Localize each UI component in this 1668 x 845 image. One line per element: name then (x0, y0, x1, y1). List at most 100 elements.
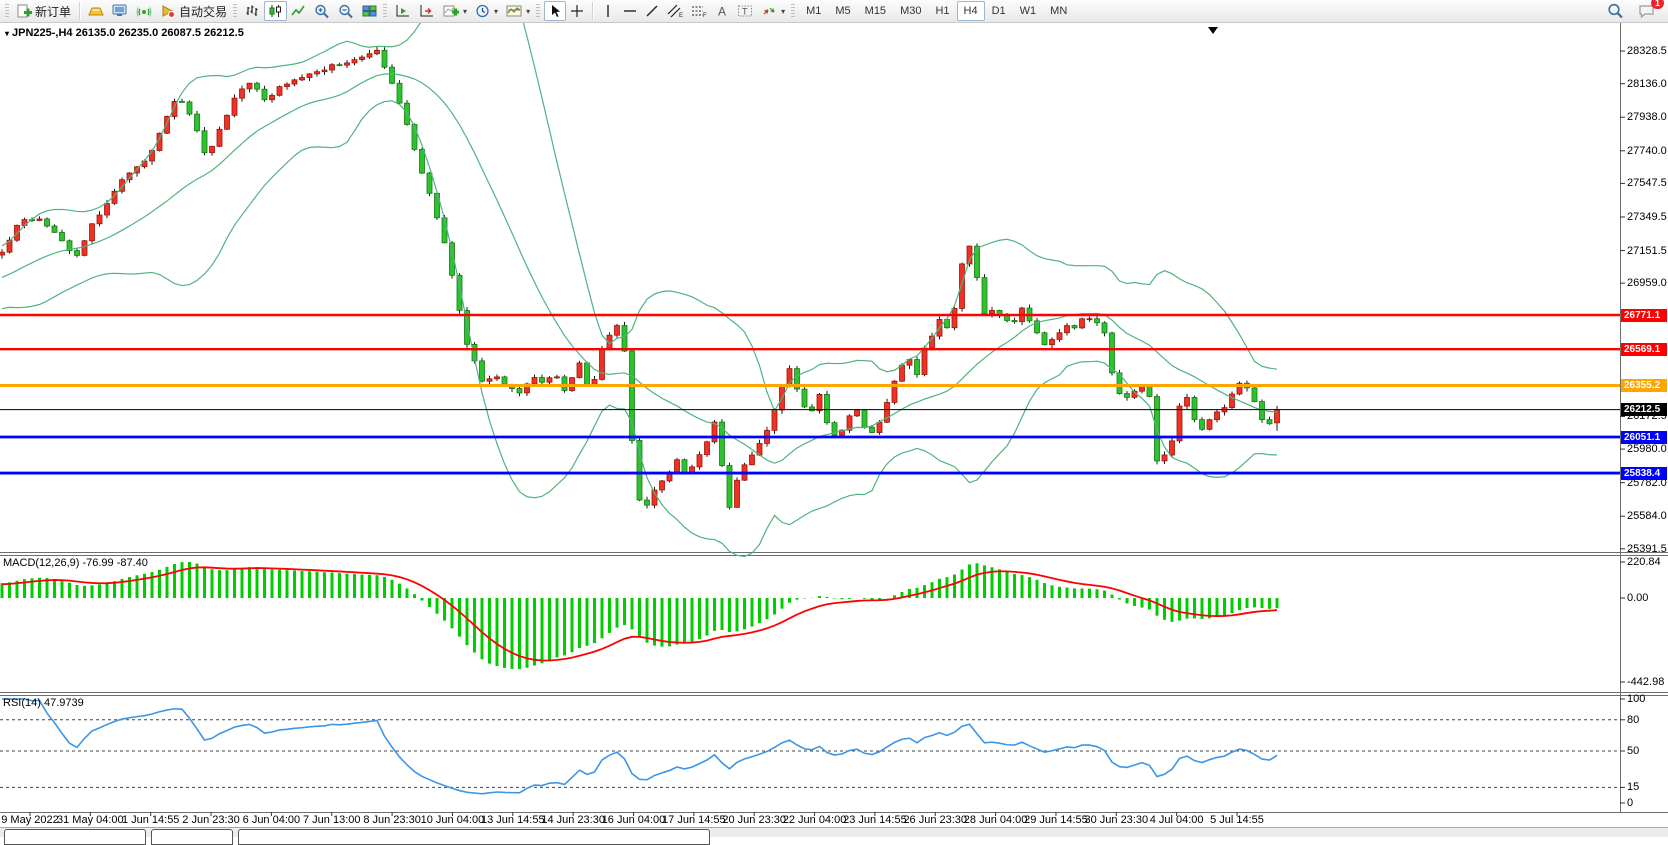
time-tick-label: 1 Jun 14:55 (121, 814, 180, 826)
axis-tick-label: 25391.5 (1627, 542, 1667, 555)
gold-icon (88, 4, 104, 18)
signal-button[interactable] (132, 1, 156, 21)
fibonacci-icon: F (691, 4, 707, 18)
price-level-badge: 26569.1 (1621, 342, 1667, 356)
price-level-badge: 26212.5 (1621, 403, 1667, 417)
time-tick-label: 29 Jun 14:55 (1024, 814, 1088, 826)
fibonacci-button[interactable]: F (687, 1, 711, 21)
market-watch-button[interactable] (84, 1, 108, 21)
indicators-button[interactable]: ▾ (439, 1, 471, 21)
horizontal-line-button[interactable] (619, 1, 641, 21)
search-icon (1607, 3, 1624, 19)
timeframe-h1-button[interactable]: H1 (928, 1, 956, 21)
periods-button[interactable]: ▾ (471, 1, 502, 21)
time-tick-label: 22 Jun 04:00 (782, 814, 847, 826)
tile-windows-button[interactable] (358, 1, 381, 21)
new-order-icon (17, 4, 32, 19)
price-level-badge: 26051.1 (1621, 430, 1667, 444)
chart-shift-marker-icon (1208, 27, 1218, 34)
arrows-button[interactable]: ▾ (757, 1, 789, 21)
one-click-expander-icon[interactable]: ▾ (5, 29, 10, 38)
search-button[interactable] (1603, 1, 1628, 21)
chevron-down-icon: ▾ (781, 6, 786, 16)
line-chart-button[interactable] (287, 1, 310, 21)
time-tick-label: 5 Jul 14:55 (1210, 814, 1264, 826)
axis-tick-label: 26959.0 (1627, 277, 1667, 290)
candlestick-chart-button[interactable] (264, 1, 288, 21)
axis-tick-label: 27740.0 (1627, 144, 1667, 157)
timeframe-group: M1 M5 M15 M30 H1 H4 D1 W1 MN (799, 1, 1074, 21)
axis-tick-label: 80 (1627, 713, 1640, 726)
cursor-icon (549, 4, 562, 18)
template-icon (506, 4, 522, 18)
axis-tick-label: 50 (1627, 745, 1640, 757)
text-label-button[interactable]: T (733, 1, 757, 21)
time-tick-label: 14 Jun 23:30 (541, 814, 605, 826)
line-chart-icon (291, 4, 306, 18)
chart-tab[interactable] (4, 829, 146, 845)
chevron-down-icon: ▾ (494, 6, 499, 16)
templates-button[interactable]: ▾ (502, 1, 534, 21)
axis-tick-label: 27547.5 (1627, 177, 1667, 190)
timeframe-w1-button[interactable]: W1 (1013, 1, 1044, 21)
price-level-badge: 26355.2 (1621, 378, 1667, 392)
axis-tick-label: 27151.5 (1627, 244, 1667, 257)
time-tick-label: 6 Jun 04:00 (242, 814, 301, 826)
bar-chart-button[interactable] (241, 1, 264, 21)
time-tick-label: 23 Jun 14:55 (843, 814, 907, 826)
timeframe-h4-button[interactable]: H4 (956, 1, 985, 21)
new-order-button[interactable]: 新订单 (13, 1, 75, 21)
chart-shift-icon (395, 4, 411, 18)
vertical-line-button[interactable] (597, 1, 619, 21)
text-icon: A (716, 4, 729, 19)
axis-tick-label: 25980.0 (1627, 443, 1667, 456)
arrows-icon (761, 4, 777, 18)
axis-tick-label: 220.84 (1627, 556, 1661, 568)
zoom-in-button[interactable] (310, 1, 334, 21)
chart-tab[interactable] (151, 829, 233, 845)
time-tick-label: 2 Jun 23:30 (182, 814, 240, 826)
text-button[interactable]: A (711, 1, 733, 21)
timeframe-d1-button[interactable]: D1 (985, 1, 1013, 21)
candlestick-chart-icon (268, 4, 283, 18)
zoom-in-icon (314, 4, 330, 19)
time-tick-label: 28 Jun 04:00 (963, 814, 1028, 826)
trendline-button[interactable] (641, 1, 663, 21)
channel-button[interactable]: E (663, 1, 687, 21)
svg-text:E: E (679, 13, 683, 18)
navigator-button[interactable] (108, 1, 132, 21)
horizontal-line-icon (623, 4, 637, 18)
cursor-button[interactable] (544, 1, 567, 21)
time-tick-label: 16 Jun 04:00 (601, 814, 666, 826)
auto-trading-button[interactable]: 自动交易 (156, 1, 231, 21)
time-tick-label: 7 Jun 13:00 (303, 814, 361, 826)
timeframe-mn-button[interactable]: MN (1043, 1, 1074, 21)
axis-tick-label: 25584.0 (1627, 510, 1667, 523)
notifications-button[interactable]: 1 (1634, 0, 1664, 21)
auto-scroll-button[interactable] (415, 1, 439, 21)
chart-shift-button[interactable] (391, 1, 415, 21)
time-tick-label: 4 Jul 04:00 (1149, 814, 1204, 826)
time-tick-label: 17 Jun 14:55 (662, 814, 726, 826)
symbol-ohlc-label: ▾ JPN225-,H4 26135.0 26235.0 26087.5 2621… (5, 27, 244, 39)
zoom-out-button[interactable] (334, 1, 358, 21)
time-tick-label: 10 Jun 04:00 (420, 814, 485, 826)
rsi-label: RSI(14) 47.9739 (3, 697, 84, 709)
signal-icon (136, 4, 152, 18)
timeframe-m1-button[interactable]: M1 (799, 1, 828, 21)
axis-tick-label: 25782.0 (1627, 476, 1667, 489)
chevron-down-icon: ▾ (526, 6, 531, 16)
zoom-out-icon (338, 4, 354, 19)
chevron-down-icon: ▾ (463, 6, 468, 16)
time-tick-label: 8 Jun 23:30 (363, 814, 421, 826)
axis-tick-label: 0 (1627, 797, 1634, 809)
text-label-icon: T (737, 4, 753, 18)
trendline-icon (645, 4, 659, 18)
timeframe-m15-button[interactable]: M15 (858, 1, 893, 21)
chart-tab-bar (0, 827, 1668, 845)
crosshair-button[interactable] (566, 1, 588, 21)
chart-tab[interactable] (238, 829, 710, 845)
timeframe-m30-button[interactable]: M30 (893, 1, 928, 21)
timeframe-m5-button[interactable]: M5 (828, 1, 857, 21)
